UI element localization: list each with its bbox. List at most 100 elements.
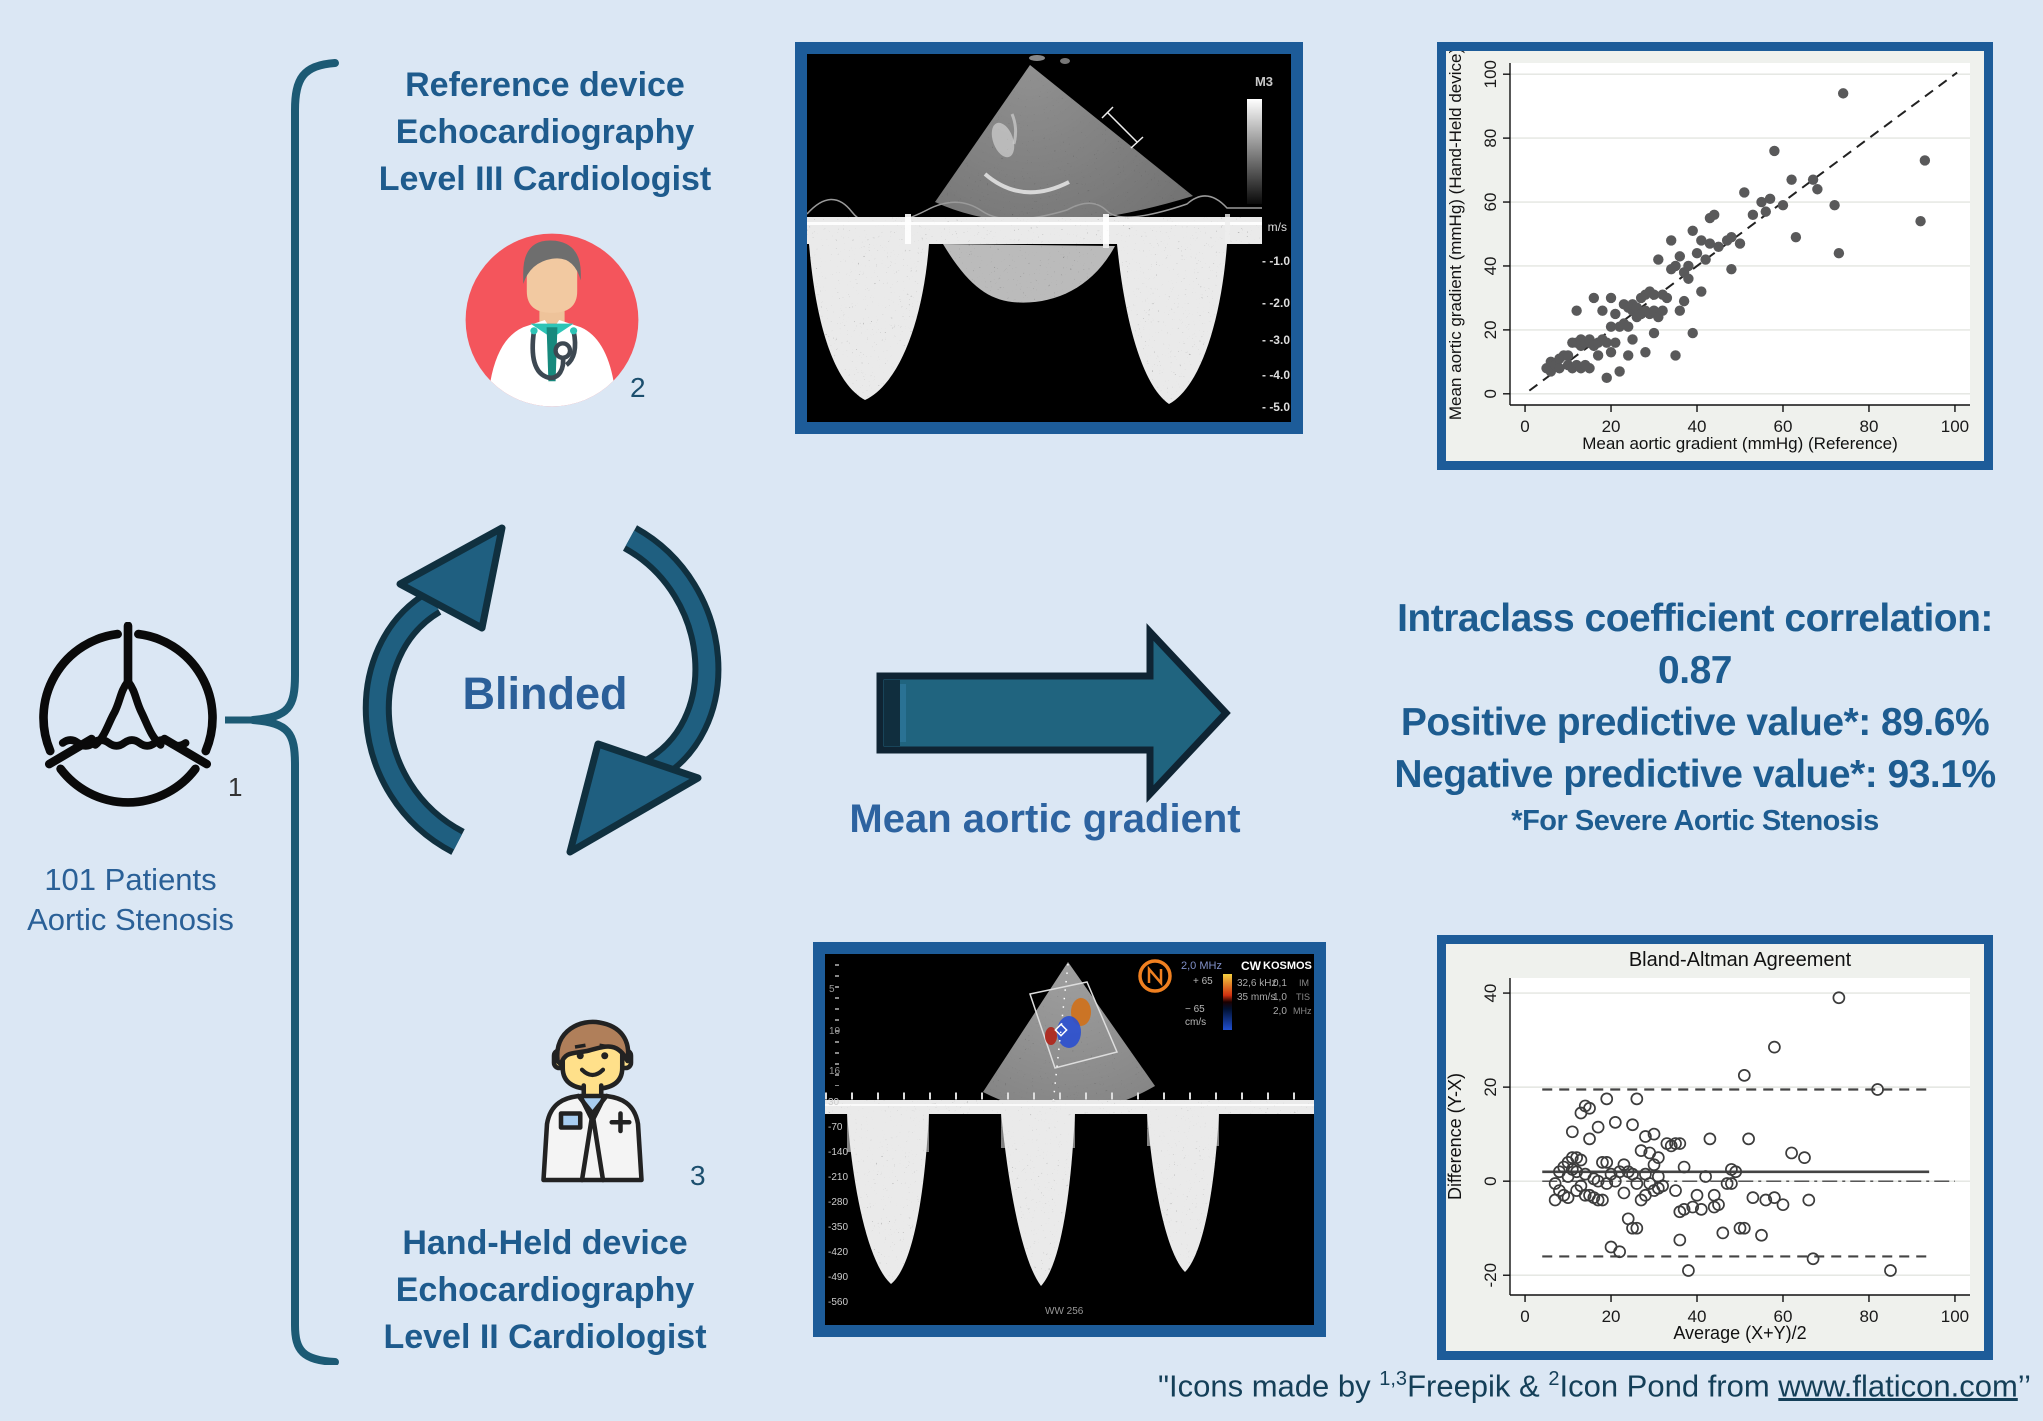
y-tick-label: -20 bbox=[1481, 1263, 1500, 1288]
doctor-smile bbox=[579, 1067, 606, 1078]
icon-attribution-superscript-1: 1 bbox=[228, 772, 243, 802]
data-point bbox=[1583, 1132, 1596, 1146]
doppler-spectrum bbox=[825, 1092, 1314, 1286]
blinded-cycle-arrows bbox=[362, 524, 722, 856]
y-tick-label: 0 bbox=[1481, 389, 1500, 398]
valve-ring-arc bbox=[39, 629, 122, 756]
brace-bracket bbox=[225, 59, 339, 1365]
data-point bbox=[1670, 260, 1681, 272]
data-point bbox=[1608, 1116, 1622, 1129]
data-point bbox=[1683, 273, 1694, 284]
stethoscope-earpiece bbox=[570, 327, 578, 335]
arrow-tail-bar bbox=[900, 684, 906, 742]
mi-value: 0,1 bbox=[1273, 978, 1287, 989]
device-logo-icon bbox=[1138, 959, 1172, 993]
reference-echo-image: M3 m/s -1.0 -2.0 -3.0 -4.0 -5.0 bbox=[795, 42, 1303, 434]
y-tick-label: 80 bbox=[1481, 129, 1500, 148]
echo-mode-label: M3 bbox=[1254, 74, 1273, 89]
x-tick-label: 100 bbox=[1941, 1307, 1969, 1326]
doppler-prf-label: 32,6 kHz bbox=[1237, 978, 1277, 989]
freq2-label: MHz bbox=[1293, 1006, 1312, 1016]
y-tick-label: 100 bbox=[1481, 60, 1500, 88]
data-point bbox=[1565, 1125, 1579, 1139]
color-scale-minus: − 65 bbox=[1185, 1004, 1205, 1015]
data-point bbox=[1674, 305, 1686, 316]
data-point bbox=[1651, 1151, 1665, 1165]
x-tick-label: 100 bbox=[1941, 417, 1969, 436]
scatter-plot-svg: 0 20 40 60 80 100 0 20 40 60 80 100 Mean aortic grad… bbox=[1446, 48, 1984, 461]
x-tick-label: 80 bbox=[1860, 1307, 1879, 1326]
reference-echo-graphics bbox=[807, 54, 1291, 422]
data-point bbox=[1630, 1092, 1644, 1106]
data-point bbox=[1648, 327, 1660, 339]
doctor-hair bbox=[555, 1019, 631, 1067]
arrow-tail-detail bbox=[884, 680, 900, 746]
device-logo-n bbox=[1147, 965, 1163, 987]
arrow-body bbox=[876, 623, 1231, 803]
data-point bbox=[1720, 1177, 1734, 1190]
data-point bbox=[1627, 334, 1638, 345]
data-point bbox=[1634, 1144, 1648, 1157]
velocity-tick-label: -4.0 bbox=[1262, 368, 1290, 382]
y-tick-label: 0 bbox=[1481, 1176, 1500, 1185]
data-point bbox=[1687, 327, 1698, 339]
data-point bbox=[1726, 263, 1737, 275]
data-point bbox=[1829, 200, 1840, 211]
reference-line-3: Level III Cardiologist bbox=[378, 160, 712, 198]
data-point bbox=[1584, 363, 1595, 374]
velocity-tick-label: -490 bbox=[828, 1272, 849, 1283]
data-point bbox=[1755, 1228, 1768, 1242]
data-point bbox=[1639, 1130, 1652, 1143]
level2-cardiologist-icon bbox=[541, 1019, 644, 1183]
mi-label: IM bbox=[1299, 978, 1309, 988]
velocity-tick-label: -3.0 bbox=[1262, 333, 1290, 347]
sweep-speed-label: 35 mm/s bbox=[1237, 992, 1276, 1003]
handheld-device-heading: Hand-Held device Echocardiography Level … bbox=[320, 1220, 770, 1361]
flaticon-link[interactable]: www.flaticon.com bbox=[1778, 1368, 2018, 1404]
velocity-tick-label: -420 bbox=[828, 1247, 849, 1258]
data-point bbox=[1769, 145, 1780, 157]
data-point bbox=[1837, 88, 1849, 99]
data-point bbox=[1562, 350, 1574, 361]
depth-tick-label: 5 bbox=[829, 984, 835, 995]
x-axis-label: Average (X+Y)/2 bbox=[1673, 1323, 1806, 1343]
color-doppler-blue bbox=[1057, 1016, 1081, 1048]
doppler-mode-label: CW bbox=[1241, 959, 1261, 973]
results-block: Intraclass coefficient correlation: 0.87… bbox=[1345, 593, 2043, 841]
velocity-tick-label: -140 bbox=[828, 1147, 849, 1158]
data-point bbox=[1742, 1132, 1755, 1146]
data-point bbox=[1747, 209, 1759, 221]
data-point bbox=[1670, 350, 1681, 361]
correlation-scatter-plot: 0 20 40 60 80 100 0 20 40 60 80 100 Mean aortic grad… bbox=[1437, 42, 1993, 470]
valve-leaflet-line bbox=[91, 675, 165, 749]
handheld-echo-graphics bbox=[825, 954, 1314, 1325]
data-point bbox=[1617, 1158, 1631, 1172]
data-point bbox=[1591, 1174, 1605, 1188]
attribution-text: ’’ bbox=[2017, 1368, 2031, 1404]
icon-attribution-superscript-2: 2 bbox=[630, 372, 646, 403]
data-point bbox=[1704, 238, 1716, 249]
y-tick-label: 40 bbox=[1481, 984, 1500, 1003]
data-point bbox=[1578, 1188, 1592, 1202]
depth-tick-label: 16 bbox=[829, 1066, 841, 1077]
data-point bbox=[1570, 1165, 1583, 1179]
freq2-value: 2,0 bbox=[1273, 1006, 1287, 1017]
data-point bbox=[1687, 225, 1698, 237]
color-doppler-red bbox=[1045, 1027, 1057, 1045]
velocity-tick-label: -70 bbox=[828, 1122, 843, 1133]
data-point bbox=[1725, 1177, 1738, 1190]
velocity-tick-label: -2.0 bbox=[1262, 296, 1290, 310]
valve-ring-arc bbox=[56, 764, 200, 807]
reference-line-2: Echocardiography bbox=[395, 113, 695, 151]
data-point bbox=[1734, 238, 1746, 249]
plot-title: Bland-Altman Agreement bbox=[1629, 949, 1852, 971]
velocity-tick-label: -1.0 bbox=[1262, 254, 1290, 268]
valve-ring-arc bbox=[134, 629, 217, 756]
data-point bbox=[1623, 321, 1634, 332]
x-tick-label: 60 bbox=[1774, 417, 1793, 436]
data-point bbox=[1726, 231, 1737, 243]
data-point bbox=[1574, 1153, 1588, 1167]
doctor-tie bbox=[546, 327, 558, 382]
